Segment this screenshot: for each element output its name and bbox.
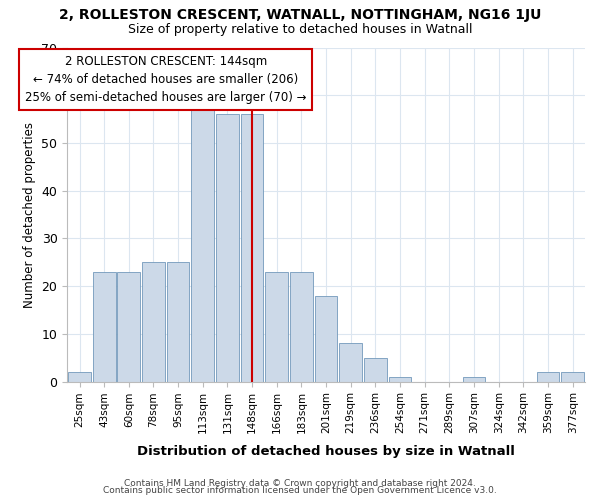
- Bar: [290, 272, 313, 382]
- Bar: [118, 272, 140, 382]
- Bar: [167, 262, 190, 382]
- Bar: [241, 114, 263, 382]
- Text: Contains HM Land Registry data © Crown copyright and database right 2024.: Contains HM Land Registry data © Crown c…: [124, 478, 476, 488]
- Bar: [191, 100, 214, 382]
- Bar: [93, 272, 116, 382]
- Bar: [536, 372, 559, 382]
- Text: 2 ROLLESTON CRESCENT: 144sqm
← 74% of detached houses are smaller (206)
25% of s: 2 ROLLESTON CRESCENT: 144sqm ← 74% of de…: [25, 54, 307, 104]
- X-axis label: Distribution of detached houses by size in Watnall: Distribution of detached houses by size …: [137, 444, 515, 458]
- Bar: [562, 372, 584, 382]
- Bar: [265, 272, 288, 382]
- Bar: [68, 372, 91, 382]
- Bar: [389, 377, 412, 382]
- Bar: [463, 377, 485, 382]
- Text: Contains public sector information licensed under the Open Government Licence v3: Contains public sector information licen…: [103, 486, 497, 495]
- Text: Size of property relative to detached houses in Watnall: Size of property relative to detached ho…: [128, 22, 472, 36]
- Bar: [142, 262, 165, 382]
- Bar: [340, 344, 362, 382]
- Bar: [216, 114, 239, 382]
- Bar: [364, 358, 387, 382]
- Y-axis label: Number of detached properties: Number of detached properties: [23, 122, 36, 308]
- Bar: [315, 296, 337, 382]
- Text: 2, ROLLESTON CRESCENT, WATNALL, NOTTINGHAM, NG16 1JU: 2, ROLLESTON CRESCENT, WATNALL, NOTTINGH…: [59, 8, 541, 22]
